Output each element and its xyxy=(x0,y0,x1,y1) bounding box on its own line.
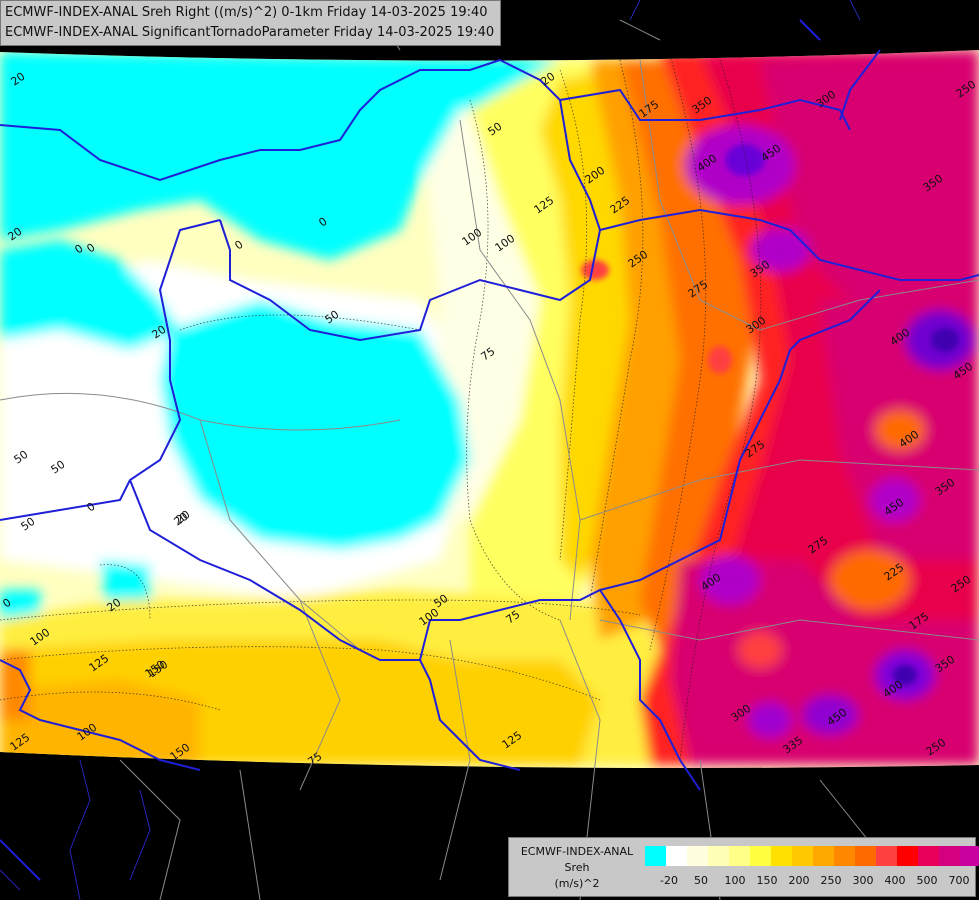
legend-swatch xyxy=(855,846,876,866)
color-legend: ECMWF-INDEX-ANAL Sreh (m/s)^2 -20 50 100 15… xyxy=(508,837,979,897)
legend-swatch xyxy=(897,846,918,866)
legend-labels: -20 50 100 150 200 250 300 400 500 700 xyxy=(645,874,979,890)
legend-model: ECMWF-INDEX-ANAL xyxy=(520,845,634,858)
map-title: ECMWF-INDEX-ANAL Sreh Right ((m/s)^2) 0-… xyxy=(0,0,502,46)
legend-swatch xyxy=(792,846,813,866)
legend-label: 700 xyxy=(948,874,970,887)
legend-parameter: Sreh xyxy=(564,861,590,874)
legend-label: 250 xyxy=(820,874,842,887)
legend-label: 300 xyxy=(852,874,874,887)
legend-unit: (m/s)^2 xyxy=(554,877,600,890)
country-borders xyxy=(0,19,979,900)
legend-label: 500 xyxy=(916,874,938,887)
legend-swatch xyxy=(645,846,666,866)
legend-label: 100 xyxy=(724,874,746,887)
legend-swatch xyxy=(666,846,687,866)
legend-label: 150 xyxy=(756,874,778,887)
boundary-lines xyxy=(0,19,979,881)
sreh-field xyxy=(0,50,979,769)
legend-swatch xyxy=(918,846,939,866)
legend-swatch xyxy=(729,846,750,866)
legend-label: -20 xyxy=(660,874,678,887)
legend-swatch xyxy=(876,846,897,866)
legend-swatch xyxy=(708,846,729,866)
legend-swatch xyxy=(813,846,834,866)
legend-label: 50 xyxy=(694,874,708,887)
legend-swatch xyxy=(771,846,792,866)
legend-swatch xyxy=(834,846,855,866)
legend-swatch xyxy=(939,846,960,866)
legend-label: 200 xyxy=(788,874,810,887)
legend-swatch xyxy=(750,846,771,866)
river-lines xyxy=(0,0,861,900)
legend-swatches xyxy=(645,846,979,866)
title-line-1: ECMWF-INDEX-ANAL Sreh Right ((m/s)^2) 0-… xyxy=(5,5,488,20)
legend-swatch xyxy=(687,846,708,866)
legend-swatch xyxy=(960,846,979,866)
title-line-2: ECMWF-INDEX-ANAL SignificantTornadoParam… xyxy=(5,25,495,40)
legend-title: ECMWF-INDEX-ANAL Sreh (m/s)^2 xyxy=(513,844,641,892)
legend-label: 400 xyxy=(884,874,906,887)
